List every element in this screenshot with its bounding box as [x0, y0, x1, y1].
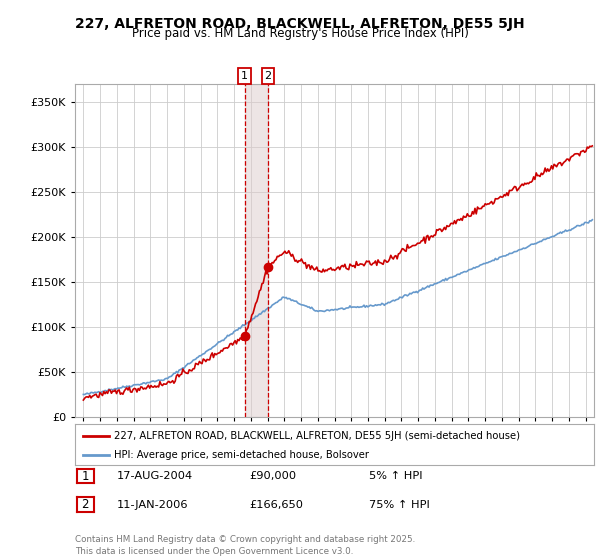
Text: 2: 2 — [82, 498, 89, 511]
Text: 75% ↑ HPI: 75% ↑ HPI — [369, 500, 430, 510]
Text: £90,000: £90,000 — [249, 471, 296, 481]
Text: £166,650: £166,650 — [249, 500, 303, 510]
Bar — [245, 84, 268, 417]
Text: 1: 1 — [241, 71, 248, 81]
Text: 5% ↑ HPI: 5% ↑ HPI — [369, 471, 422, 481]
Text: 1: 1 — [82, 469, 89, 483]
Text: 2: 2 — [265, 71, 272, 81]
Text: Contains HM Land Registry data © Crown copyright and database right 2025.
This d: Contains HM Land Registry data © Crown c… — [75, 535, 415, 556]
Text: HPI: Average price, semi-detached house, Bolsover: HPI: Average price, semi-detached house,… — [114, 450, 369, 460]
Text: 11-JAN-2006: 11-JAN-2006 — [117, 500, 188, 510]
Text: 227, ALFRETON ROAD, BLACKWELL, ALFRETON, DE55 5JH: 227, ALFRETON ROAD, BLACKWELL, ALFRETON,… — [75, 17, 525, 31]
Text: 17-AUG-2004: 17-AUG-2004 — [117, 471, 193, 481]
Text: Price paid vs. HM Land Registry's House Price Index (HPI): Price paid vs. HM Land Registry's House … — [131, 27, 469, 40]
Text: 227, ALFRETON ROAD, BLACKWELL, ALFRETON, DE55 5JH (semi-detached house): 227, ALFRETON ROAD, BLACKWELL, ALFRETON,… — [114, 431, 520, 441]
